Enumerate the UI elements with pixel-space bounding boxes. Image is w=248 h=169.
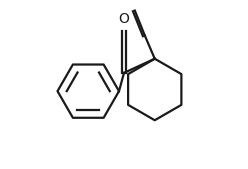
Text: O: O (119, 12, 129, 26)
